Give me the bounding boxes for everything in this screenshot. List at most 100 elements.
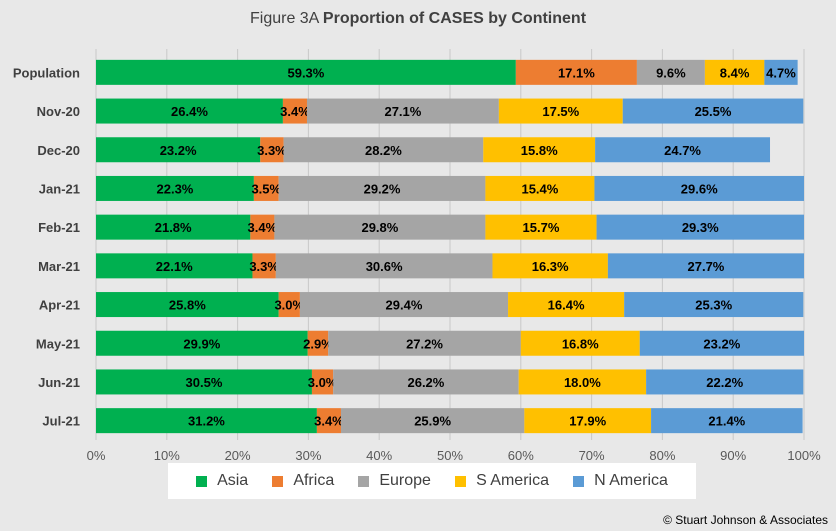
- bar-segment: [515, 59, 637, 85]
- data-label: 16.4%: [548, 298, 585, 313]
- bar-segment: [260, 137, 284, 163]
- credit-text: © Stuart Johnson & Associates: [663, 513, 828, 527]
- x-tick-label: 70%: [579, 448, 605, 463]
- category-label: Dec-20: [37, 143, 80, 158]
- data-label: 27.1%: [384, 104, 421, 119]
- data-label: 30.6%: [366, 259, 403, 274]
- legend-label: Asia: [217, 472, 249, 489]
- data-label: 29.9%: [183, 336, 220, 351]
- data-label: 16.3%: [532, 259, 569, 274]
- bar-segment: [96, 59, 516, 85]
- category-label: Jun-21: [38, 375, 80, 390]
- legend-label: N America: [594, 472, 668, 489]
- bar-segment: [485, 214, 597, 240]
- data-label: 3.0%: [308, 375, 338, 390]
- data-label: 59.3%: [287, 65, 324, 80]
- data-label: 28.2%: [365, 143, 402, 158]
- data-label: 26.4%: [171, 104, 208, 119]
- bar-segment: [96, 175, 254, 201]
- bar-segment: [274, 214, 486, 240]
- data-label: 29.8%: [361, 220, 398, 235]
- bar-segment: [253, 175, 279, 201]
- bar-segment: [596, 214, 804, 240]
- legend-swatch: [455, 475, 467, 487]
- bar-segment: [340, 408, 525, 434]
- bar-segment: [96, 98, 283, 124]
- data-label: 27.2%: [406, 336, 443, 351]
- data-label: 8.4%: [720, 65, 750, 80]
- bar-segment: [316, 408, 341, 434]
- x-tick-label: 0%: [87, 448, 106, 463]
- data-label: 27.7%: [688, 259, 725, 274]
- data-label: 21.8%: [155, 220, 192, 235]
- data-label: 15.7%: [523, 220, 560, 235]
- data-label: 17.1%: [558, 65, 595, 80]
- bar-segment: [704, 59, 765, 85]
- x-tick-label: 90%: [720, 448, 746, 463]
- bar-segment: [328, 330, 521, 356]
- data-label: 17.5%: [542, 104, 579, 119]
- x-tick-label: 10%: [154, 448, 180, 463]
- x-tick-label: 60%: [508, 448, 534, 463]
- bar-segment: [252, 253, 276, 279]
- legend-item: N America: [573, 472, 668, 490]
- data-label: 25.3%: [695, 298, 732, 313]
- bar-segment: [306, 98, 499, 124]
- data-label: 25.5%: [695, 104, 732, 119]
- chart-legend: Asia Africa Europe S America N America: [168, 463, 696, 499]
- legend-item: S America: [455, 472, 549, 490]
- bar-segment: [607, 253, 804, 279]
- data-label: 29.3%: [682, 220, 719, 235]
- bar-segment: [278, 175, 486, 201]
- legend-swatch: [573, 475, 585, 487]
- data-label: 4.7%: [766, 65, 796, 80]
- data-label: 23.2%: [160, 143, 197, 158]
- data-label: 30.5%: [186, 375, 223, 390]
- data-label: 22.2%: [706, 375, 743, 390]
- bar-segment: [275, 253, 493, 279]
- legend-label: Europe: [379, 472, 431, 489]
- category-label: Jan-21: [39, 181, 80, 196]
- data-label: 25.8%: [169, 298, 206, 313]
- data-label: 3.4%: [248, 220, 278, 235]
- data-label: 29.6%: [681, 181, 718, 196]
- data-label: 2.9%: [303, 336, 333, 351]
- data-label: 23.2%: [703, 336, 740, 351]
- bar-segment: [96, 408, 317, 434]
- data-label: 3.5%: [251, 181, 281, 196]
- bar-segment: [492, 253, 608, 279]
- data-label: 31.2%: [188, 414, 225, 429]
- chart-title-prefix: Figure 3A: [249, 10, 319, 27]
- bar-segment: [96, 369, 312, 395]
- x-tick-label: 20%: [225, 448, 251, 463]
- bar-segment: [639, 330, 804, 356]
- bar-segment: [278, 292, 300, 318]
- data-label: 29.2%: [364, 181, 401, 196]
- data-label: 29.4%: [386, 298, 423, 313]
- legend-item: Asia: [196, 472, 248, 490]
- legend-label: Africa: [293, 472, 335, 489]
- bar-segment: [651, 408, 803, 434]
- x-tick-label: 50%: [437, 448, 463, 463]
- legend-item: Africa: [272, 472, 334, 490]
- bar-segment: [96, 330, 308, 356]
- data-label: 25.9%: [414, 414, 451, 429]
- bar-segment: [250, 214, 275, 240]
- bar-segment: [333, 369, 519, 395]
- bar-segment: [508, 292, 625, 318]
- bar-segment: [282, 98, 307, 124]
- legend-swatch: [358, 475, 370, 487]
- bar-segment: [311, 369, 334, 395]
- bar-segment: [524, 408, 652, 434]
- data-label: 18.0%: [564, 375, 601, 390]
- data-label: 15.8%: [521, 143, 558, 158]
- bar-segment: [594, 175, 804, 201]
- bar-segment: [283, 137, 484, 163]
- data-label: 24.7%: [664, 143, 701, 158]
- data-label: 26.2%: [407, 375, 444, 390]
- bar-segment: [622, 98, 804, 124]
- data-label: 3.4%: [314, 414, 344, 429]
- bar-segment: [483, 137, 596, 163]
